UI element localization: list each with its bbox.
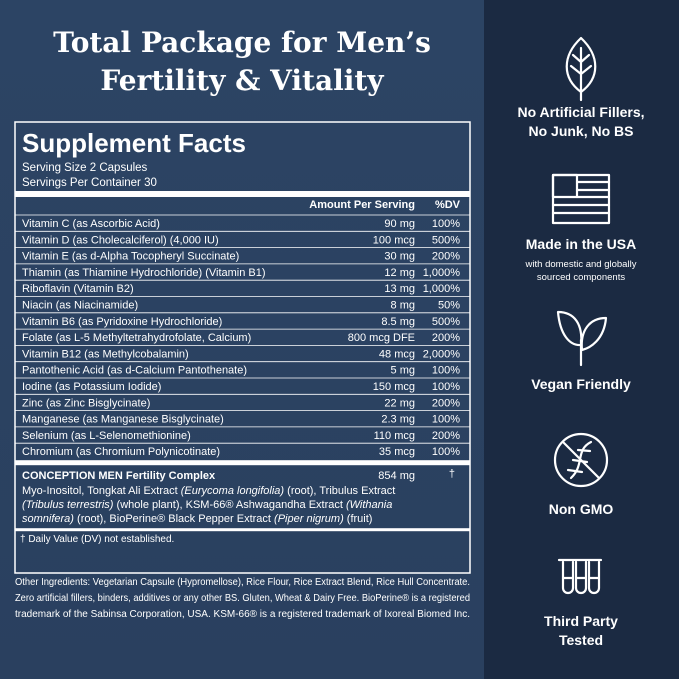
feature-label: Third Party [544, 613, 618, 629]
complex-dv: † [449, 468, 455, 480]
column-header: %DV [435, 199, 461, 211]
nutrient-amount: 100 mcg [373, 234, 415, 246]
feature-label: Made in the USA [526, 236, 636, 252]
nutrient-amount: 35 mcg [379, 446, 415, 458]
nutrient-name: Pantothenic Acid (as d-Calcium Pantothen… [22, 365, 247, 377]
nutrient-name: Zinc (as Zinc Bisglycinate) [22, 397, 150, 409]
complex-description: somnifera) (root), BioPerine® Black Pepp… [22, 513, 372, 525]
feature-label: Vegan Friendly [531, 376, 631, 392]
complex-description: (Tribulus terrestris) (whole plant), KSM… [22, 499, 392, 511]
feature-label: Tested [559, 632, 603, 648]
nutrient-amount: 90 mg [384, 218, 415, 230]
nutrient-dv: 100% [432, 414, 460, 426]
nutrient-dv: 200% [432, 397, 460, 409]
nutrient-dv: 200% [432, 332, 460, 344]
left-panel [0, 0, 484, 679]
nutrient-amount: 12 mg [384, 267, 415, 279]
description-segment: (Tribulus terrestris) [22, 499, 114, 511]
nutrient-dv: 100% [432, 365, 460, 377]
description-segment: (whole plant), KSM-66® Ashwagandha Extra… [113, 499, 346, 511]
page-title: Fertility & Vitality [100, 64, 384, 97]
flag-icon [551, 173, 611, 225]
nutrient-amount: 5 mg [391, 365, 415, 377]
page-title: Total Package for Men’s [53, 26, 431, 59]
nutrient-name: Vitamin C (as Ascorbic Acid) [22, 218, 160, 230]
other-ingredients: trademark of the Sabinsa Corporation, US… [15, 609, 470, 620]
feature-sublabel: sourced components [537, 272, 625, 283]
other-ingredients: Other Ingredients: Vegetarian Capsule (H… [15, 577, 470, 588]
servings: Servings Per Container 30 [22, 177, 157, 189]
description-segment: (Withania [346, 499, 392, 511]
description-segment: (root), BioPerine® Black Pepper Extract [74, 513, 274, 525]
nutrient-dv: 100% [432, 446, 460, 458]
serving-size: Serving Size 2 Capsules [22, 162, 148, 174]
other-ingredients: Zero artificial fillers, binders, additi… [15, 593, 470, 604]
complex-description: Myo-Inositol, Tongkat Ali Extract (Euryc… [22, 485, 395, 497]
feature-sublabel: with domestic and globally [525, 259, 637, 270]
nutrient-amount: 13 mg [384, 283, 415, 295]
column-header: Amount Per Serving [309, 199, 415, 211]
description-segment: Myo-Inositol, Tongkat Ali Extract [22, 485, 181, 497]
facts-title: Supplement Facts [22, 128, 246, 158]
nutrient-name: Selenium (as L-Selenomethionine) [22, 430, 191, 442]
nutrient-amount: 8 mg [391, 300, 415, 312]
description-segment: (fruit) [344, 513, 373, 525]
nutrient-dv: 100% [432, 218, 460, 230]
thick-rule [15, 460, 470, 466]
nutrient-dv: 50% [438, 300, 460, 312]
nutrient-amount: 110 mcg [374, 430, 415, 442]
description-segment: somnifera) [22, 513, 74, 525]
description-segment: (Piper nigrum) [274, 513, 344, 525]
nutrient-name: Iodine (as Potassium Iodide) [22, 381, 161, 393]
nutrient-amount: 800 mcg DFE [348, 332, 415, 344]
nutrient-dv: 100% [432, 381, 460, 393]
nutrient-name: Vitamin E (as d-Alpha Tocopheryl Succina… [22, 251, 239, 263]
nutrient-name: Vitamin B12 (as Methylcobalamin) [22, 348, 189, 360]
nutrient-amount: 30 mg [384, 251, 415, 263]
description-segment: (root), Tribulus Extract [284, 485, 395, 497]
nutrient-amount: 150 mcg [373, 381, 415, 393]
nutrient-name: Thiamin (as Thiamine Hydrochloride) (Vit… [22, 267, 266, 279]
nutrient-dv: 1,000% [423, 267, 461, 279]
nutrient-name: Vitamin D (as Cholecalciferol) (4,000 IU… [22, 234, 219, 246]
nutrient-amount: 2.3 mg [381, 414, 415, 426]
nutrient-name: Chromium (as Chromium Polynicotinate) [22, 446, 220, 458]
nutrient-dv: 200% [432, 251, 460, 263]
footnote: † Daily Value (DV) not established. [20, 534, 174, 545]
description-segment: (Eurycoma longifolia) [181, 485, 285, 497]
nutrient-amount: 22 mg [384, 397, 415, 409]
nutrient-name: Niacin (as Niacinamide) [22, 300, 138, 312]
thick-rule [15, 528, 470, 532]
nutrient-name: Riboflavin (Vitamin B2) [22, 283, 134, 295]
sprout-icon [556, 310, 608, 367]
test-tubes-icon [557, 558, 603, 595]
nutrient-dv: 200% [432, 430, 460, 442]
nutrient-amount: 48 mcg [379, 348, 415, 360]
leaf-icon [565, 36, 597, 102]
feature-label: No Artificial Fillers, [517, 104, 644, 120]
nutrient-dv: 1,000% [423, 283, 461, 295]
non-gmo-icon [553, 432, 609, 488]
nutrient-dv: 500% [432, 316, 460, 328]
nutrient-amount: 8.5 mg [381, 316, 415, 328]
nutrient-dv: 500% [432, 234, 460, 246]
nutrient-name: Manganese (as Manganese Bisglycinate) [22, 414, 224, 426]
thick-rule [15, 191, 470, 197]
nutrient-name: Folate (as L-5 Methyltetrahydrofolate, C… [22, 332, 251, 344]
feature-label: Non GMO [549, 501, 614, 517]
nutrient-name: Vitamin B6 (as Pyridoxine Hydrochloride) [22, 316, 222, 328]
complex-amount: 854 mg [378, 470, 415, 482]
facts-box [14, 121, 471, 574]
complex-name: CONCEPTION MEN Fertility Complex [22, 470, 216, 482]
nutrient-dv: 2,000% [423, 348, 461, 360]
feature-label: No Junk, No BS [528, 123, 633, 139]
